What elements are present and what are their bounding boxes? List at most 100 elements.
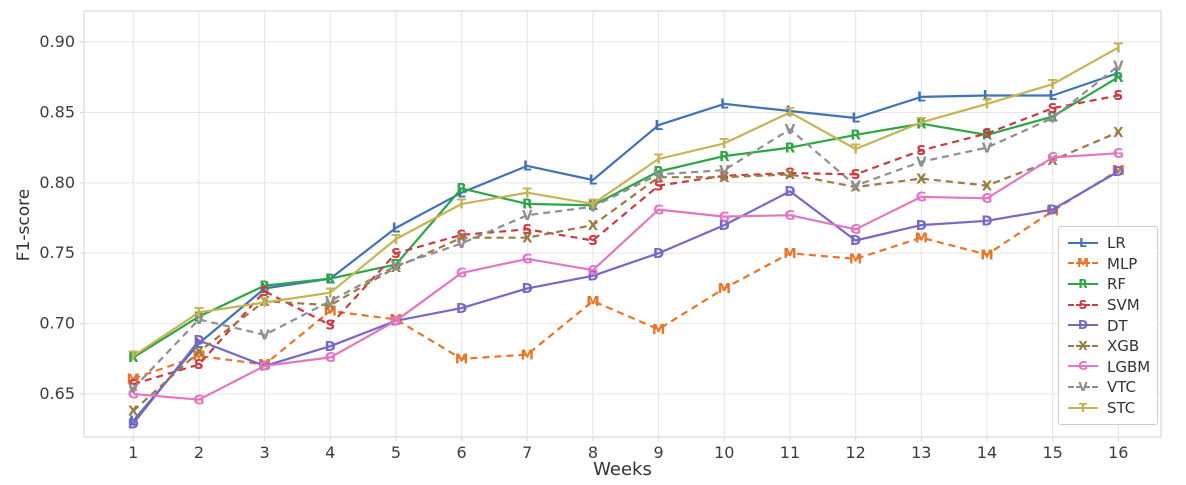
marker-SVM-week-14: S [982, 126, 992, 142]
marker-STC-week-6: T [457, 197, 467, 213]
y-axis-label: F1-score [14, 188, 34, 262]
marker-XGB-week-1: X [128, 404, 139, 420]
marker-LR-week-12: L [851, 111, 860, 127]
legend-marker-letter: S [1078, 297, 1088, 312]
legend-marker-VTC-icon: V [1068, 380, 1098, 395]
marker-MLP-week-4: M [324, 304, 337, 320]
legend-marker-letter: D [1078, 318, 1088, 333]
marker-RF-week-16: R [1113, 70, 1124, 86]
legend-item-RF: R RF [1068, 274, 1149, 295]
marker-RF-week-4: R [325, 271, 336, 287]
x-tick-label: 11 [780, 443, 800, 462]
marker-VTC-week-10: V [719, 163, 730, 179]
series-line-LGBM [133, 152, 1119, 401]
marker-STC-week-2: T [194, 305, 204, 321]
legend-marker-STC-icon: T [1068, 401, 1098, 416]
marker-MLP-week-12: M [849, 252, 862, 268]
marker-SVM-week-15: S [1048, 101, 1058, 117]
marker-STC-week-16: T [1114, 40, 1124, 56]
legend-marker-letter: G [1078, 359, 1088, 374]
series-line-STC [132, 46, 1119, 357]
marker-SVM-week-1: S [128, 377, 138, 393]
x-tick-label: 4 [325, 443, 335, 462]
marker-LGBM-week-12: G [850, 222, 861, 238]
marker-LGBM-week-15: G [1047, 150, 1058, 166]
legend-marker-MLP-icon: M [1068, 256, 1098, 271]
legend-item-LGBM: G LGBM [1068, 357, 1150, 378]
marker-MLP-week-13: M [915, 230, 928, 246]
legend-marker-letter: X [1078, 338, 1088, 353]
marker-RF-week-11: R [785, 140, 796, 156]
legend-marker-DT-icon: D [1068, 318, 1098, 333]
marker-VTC-week-4: V [325, 294, 336, 310]
series-line-DT [132, 170, 1119, 425]
marker-MLP-week-9: M [652, 322, 665, 338]
marker-SVM-week-8: S [588, 233, 598, 249]
marker-SVM-week-16: S [1113, 88, 1123, 104]
marker-VTC-week-8: V [588, 199, 599, 215]
marker-XGB-week-6: X [456, 230, 467, 246]
series-line-SVM [132, 94, 1119, 386]
marker-LGBM-week-8: G [587, 263, 598, 279]
marker-XGB-week-9: X [653, 170, 664, 186]
x-tick-label: 15 [1042, 443, 1062, 462]
marker-XGB-week-16: X [1113, 125, 1124, 141]
y-tick-label: 0.85 [39, 102, 75, 121]
legend-marker-RF-icon: R [1068, 277, 1098, 292]
marker-XGB-week-15: X [1047, 153, 1058, 169]
legend-marker-letter: T [1078, 400, 1088, 415]
marker-SVM-week-11: S [785, 166, 795, 182]
legend-marker-LGBM-icon: G [1068, 359, 1098, 374]
marker-RF-week-12: R [850, 128, 861, 144]
x-tick-label: 5 [391, 443, 401, 462]
marker-DT-week-11: D [784, 184, 795, 200]
marker-SVM-week-13: S [916, 143, 926, 159]
x-tick-label: 6 [457, 443, 467, 462]
marker-VTC-week-15: V [1047, 111, 1058, 127]
marker-DT-week-16: D [1113, 164, 1124, 180]
marker-STC-week-7: T [523, 185, 533, 201]
y-tick-label: 0.70 [39, 314, 75, 333]
marker-RF-week-13: R [916, 116, 927, 132]
marker-STC-week-10: T [720, 136, 730, 152]
marker-LGBM-week-14: G [981, 191, 992, 207]
marker-RF-week-5: R [391, 257, 402, 273]
series-line-RF [132, 76, 1119, 359]
marker-LGBM-week-4: G [325, 350, 336, 366]
marker-XGB-week-4: X [325, 298, 336, 314]
marker-LR-week-10: L [720, 97, 729, 113]
marker-MLP-week-14: M [980, 247, 993, 263]
marker-LR-week-6: L [457, 185, 466, 201]
marker-LGBM-week-1: G [128, 387, 139, 403]
marker-MLP-week-8: M [586, 294, 599, 310]
marker-SVM-week-5: S [391, 246, 401, 262]
marker-RF-week-1: R [128, 350, 139, 366]
y-tick-label: 0.75 [39, 243, 75, 262]
marker-RF-week-3: R [259, 278, 270, 294]
marker-MLP-week-6: M [455, 352, 468, 368]
legend-item-VTC: V VTC [1068, 377, 1149, 398]
legend-marker-SVM-icon: S [1068, 298, 1098, 313]
marker-RF-week-6: R [456, 181, 467, 197]
legend-label: XGB [1107, 337, 1140, 356]
marker-LR-week-9: L [654, 118, 663, 134]
marker-SVM-week-2: S [194, 357, 204, 373]
x-tick-label: 10 [714, 443, 734, 462]
marker-VTC-week-1: V [128, 381, 139, 397]
legend-line-sample [1068, 365, 1098, 368]
marker-VTC-week-11: V [785, 122, 796, 138]
series-line-MLP [132, 169, 1119, 380]
marker-DT-week-4: D [325, 339, 336, 355]
legend-marker-letter: L [1079, 235, 1087, 250]
legend-line-sample [1068, 303, 1098, 306]
marker-RF-week-2: R [194, 309, 205, 325]
legend-label: VTC [1107, 378, 1137, 397]
marker-SVM-week-6: S [457, 228, 467, 244]
marker-STC-week-14: T [982, 97, 992, 113]
marker-STC-week-11: T [785, 105, 795, 121]
x-tick-label: 2 [194, 443, 204, 462]
marker-XGB-week-8: X [588, 218, 599, 234]
marker-XGB-week-12: X [850, 180, 861, 196]
